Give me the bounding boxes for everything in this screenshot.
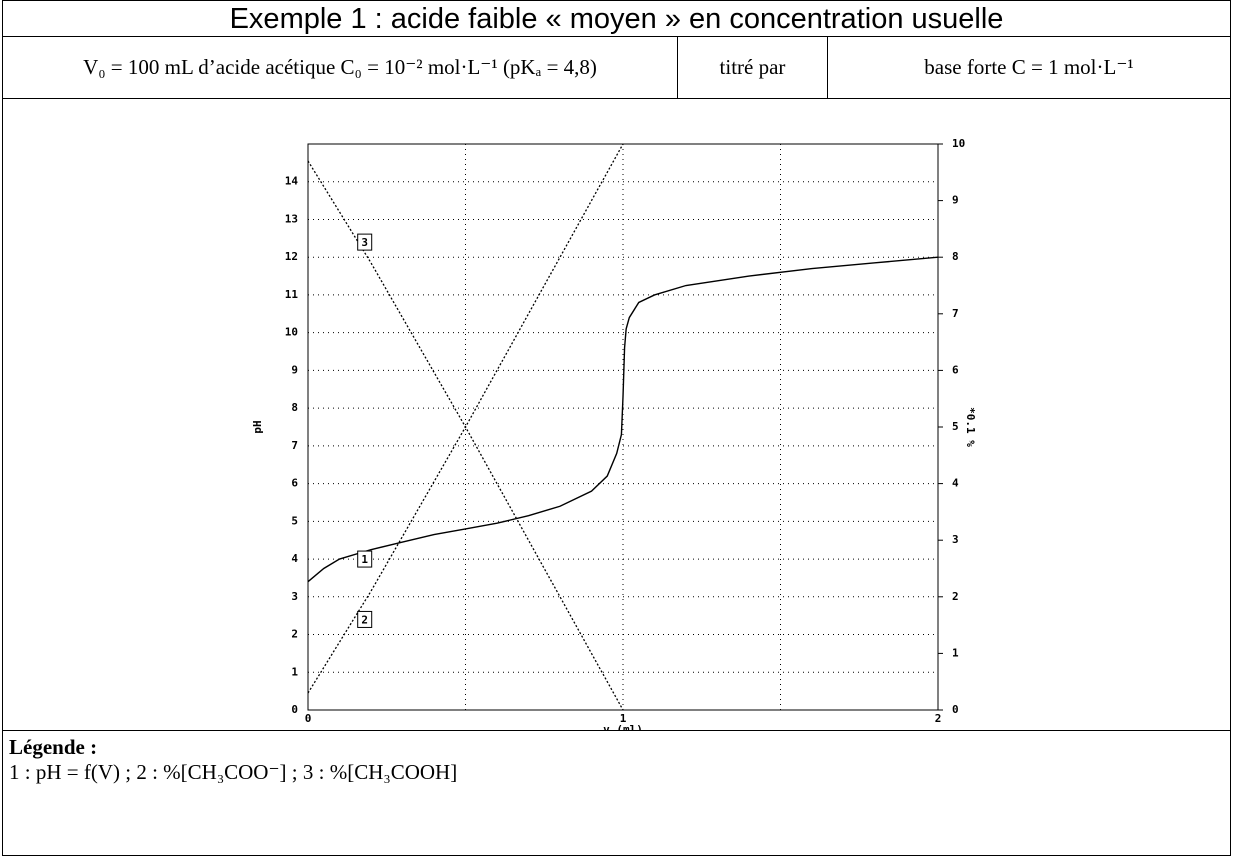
condition: base forte C = 1 mol·L⁻¹ bbox=[827, 36, 1231, 99]
y2-axis-label: *0.1 % bbox=[964, 407, 977, 447]
y-tick-label: 0 bbox=[291, 703, 298, 716]
y-tick-label: 5 bbox=[291, 514, 298, 527]
annotation: 2 bbox=[361, 613, 368, 626]
y-tick-label: 2 bbox=[291, 628, 298, 641]
y-tick-label: 13 bbox=[285, 212, 298, 225]
y-tick-label: 12 bbox=[285, 250, 298, 263]
y-axis-label: pH bbox=[251, 420, 264, 433]
series-line bbox=[307, 160, 624, 711]
legend: Légende : 1 : pH = f(V) ; 2 : %[CH₃COO⁻]… bbox=[2, 730, 1231, 856]
annotation-box bbox=[357, 610, 373, 628]
legend-text: 1 : pH = f(V) ; 2 : %[CH₃COO⁻] ; 3 : %[C… bbox=[9, 760, 458, 784]
title: Exemple 1 : acide faible « moyen » en co… bbox=[2, 0, 1231, 37]
y-tick-label: 3 bbox=[291, 590, 298, 603]
y2-tick-label: 0 bbox=[952, 703, 959, 716]
x-axis-label: v (ml) bbox=[603, 723, 643, 730]
y-tick-label: 10 bbox=[285, 326, 298, 339]
x-tick-label: 2 bbox=[935, 712, 942, 725]
y-tick-label: 8 bbox=[291, 401, 298, 414]
y-tick-label: 1 bbox=[291, 665, 298, 678]
y2-tick-label: 3 bbox=[952, 533, 959, 546]
y-tick-label: 6 bbox=[291, 477, 298, 490]
condition: titré par bbox=[677, 36, 828, 99]
chart-cell: 0 1 2 3 4 5 6 7 8 9 10 11 12 13 14 0 1 2 0 1 2 3 4 5 6 7 8 9 10 v (ml… bbox=[2, 98, 1231, 731]
y2-tick-label: 6 bbox=[952, 363, 959, 376]
y2-tick-label: 2 bbox=[952, 590, 959, 603]
y2-tick-label: 5 bbox=[952, 420, 959, 433]
annotation-box bbox=[357, 550, 373, 568]
annotation: 1 bbox=[361, 553, 368, 566]
annotation: 3 bbox=[361, 236, 368, 249]
annotation-box bbox=[357, 233, 373, 251]
series-line bbox=[307, 256, 939, 583]
x-tick-label: 0 bbox=[305, 712, 312, 725]
y2-tick-label: 8 bbox=[952, 250, 959, 263]
y-tick-label: 14 bbox=[285, 175, 299, 188]
y2-tick-label: 7 bbox=[952, 307, 959, 320]
y2-tick-label: 10 bbox=[952, 137, 965, 150]
y-tick-label: 4 bbox=[291, 552, 298, 565]
y-tick-label: 7 bbox=[291, 439, 298, 452]
y2-tick-label: 4 bbox=[952, 477, 959, 490]
y-tick-label: 9 bbox=[291, 363, 298, 376]
x-tick-label: 1 bbox=[620, 712, 627, 725]
y-tick-label: 11 bbox=[285, 288, 299, 301]
condition: V₀ = 100 mL d’acide acétique C₀ = 10⁻² m… bbox=[2, 36, 678, 99]
y2-tick-label: 1 bbox=[952, 646, 959, 659]
legend-title: Légende : bbox=[9, 735, 98, 759]
y2-tick-label: 9 bbox=[952, 194, 959, 207]
series-line bbox=[307, 143, 624, 694]
plot-frame bbox=[307, 143, 939, 711]
